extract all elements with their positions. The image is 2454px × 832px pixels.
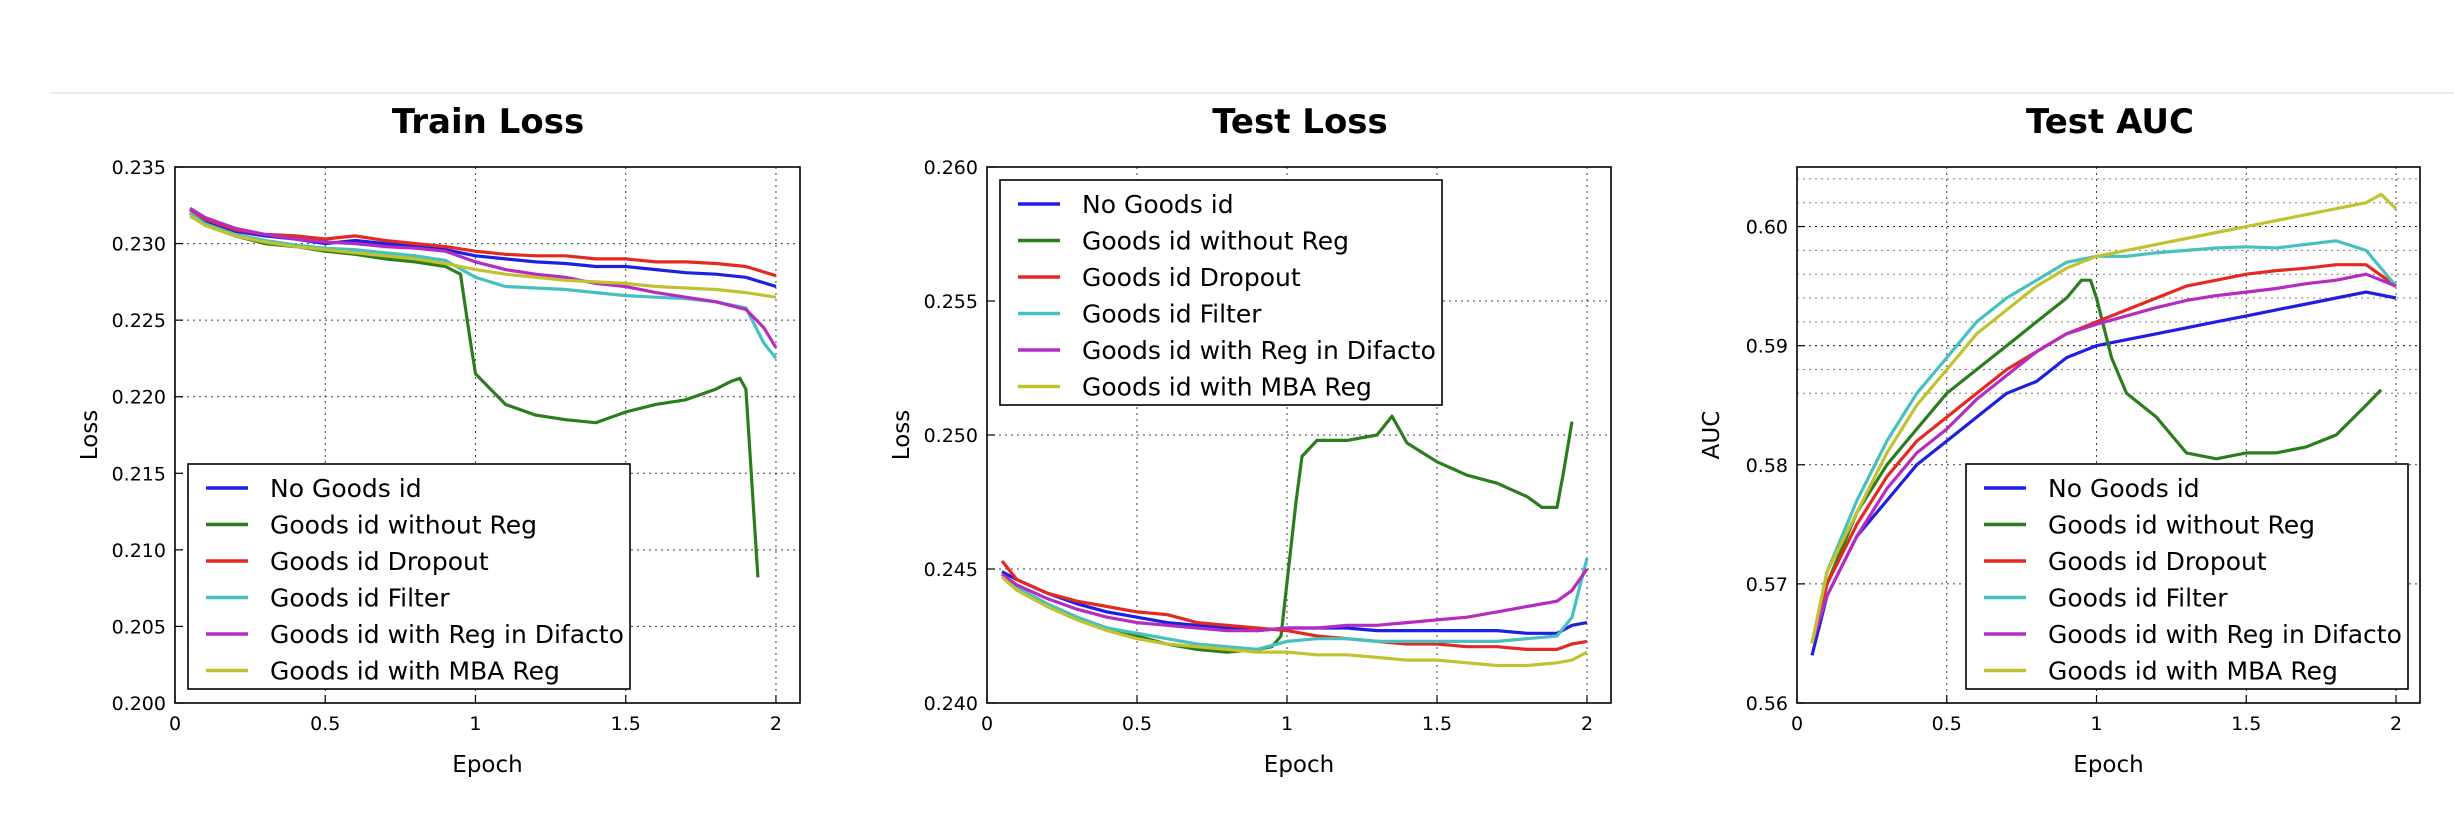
legend-entry-goods-id-dropout: Goods id Dropout <box>2048 547 2267 576</box>
y-tick-label: 0.56 <box>1746 693 1788 715</box>
y-tick-label: 0.58 <box>1746 455 1788 477</box>
series-line-no-goods-id <box>1810 290 2397 656</box>
x-tick-label: 2 <box>2390 713 2402 735</box>
series-line-goods-id-dropout <box>1810 263 2397 644</box>
legend-entry-goods-id-without-reg: Goods id without Reg <box>270 511 537 540</box>
chart-title: Test Loss <box>1212 102 1388 142</box>
series-line-no-goods-id <box>189 211 777 289</box>
legend-frame <box>999 179 1443 406</box>
x-axis-label: Epoch <box>452 752 522 778</box>
plot-frame <box>1796 166 2421 704</box>
x-tick-label: 1 <box>2090 713 2102 735</box>
y-tick-label: 0.215 <box>112 463 166 485</box>
y-tick-label: 0.225 <box>112 310 166 332</box>
legend-entry-goods-id-filter: Goods id Filter <box>2048 584 2228 613</box>
legend-entry-goods-id-without-reg: Goods id without Reg <box>2048 511 2315 540</box>
series-line-goods-id-with-mba-reg <box>1810 192 2398 644</box>
y-tick-label: 0.245 <box>924 559 978 581</box>
legend-entry-goods-id-with-mba-reg: Goods id with MBA Reg <box>1082 373 1372 402</box>
y-tick-label: 0.200 <box>112 693 166 715</box>
legend-entry-goods-id-with-mba-reg: Goods id with MBA Reg <box>270 657 560 686</box>
series-line-goods-id-without-reg <box>1810 278 2383 644</box>
chart-test-loss: Test Loss 0 0.5 1 1.5 2 0.240 0.245 0.250 0.255 0.… <box>889 102 1612 778</box>
legend: No Goods id Goods id without Reg Goods id … <box>187 463 631 690</box>
x-tick-label: 2 <box>770 713 782 735</box>
series-line-goods-id-with-reg-in-difacto <box>1810 272 2397 644</box>
legend-entry-goods-id-without-reg: Goods id without Reg <box>1082 227 1349 256</box>
legend-entry-goods-id-with-reg-in-difacto: Goods id with Reg in Difacto <box>1082 336 1436 365</box>
x-tick-label: 0.5 <box>310 713 340 735</box>
legend: No Goods id Goods id without Reg Goods id … <box>999 179 1443 406</box>
legend: No Goods id Goods id without Reg Goods id … <box>1965 463 2409 690</box>
chart-train-loss: Train Loss 0 0.5 1 1.5 2 0.200 0.205 0.210 0.215 0… <box>77 102 801 778</box>
y-tick-label: 0.57 <box>1746 574 1788 596</box>
legend-entry-goods-id-dropout: Goods id Dropout <box>1082 263 1301 292</box>
y-tick-label: 0.240 <box>924 693 978 715</box>
chart-title: Test AUC <box>2026 102 2194 142</box>
x-tick-label: 2 <box>1581 713 1593 735</box>
legend-entry-goods-id-filter: Goods id Filter <box>1082 300 1262 329</box>
legend-entry-goods-id-with-reg-in-difacto: Goods id with Reg in Difacto <box>2048 620 2402 649</box>
legend-entry-goods-id-dropout: Goods id Dropout <box>270 547 489 576</box>
x-tick-label: 1.5 <box>1422 713 1452 735</box>
x-tick-label: 1.5 <box>611 713 641 735</box>
y-tick-label: 0.250 <box>924 425 978 447</box>
legend-entry-goods-id-with-reg-in-difacto: Goods id with Reg in Difacto <box>270 620 624 649</box>
x-tick-label: 0 <box>1791 713 1803 735</box>
x-tick-label: 1 <box>1281 713 1293 735</box>
chart-test-auc: Test AUC 0 0.5 1 1.5 2 0.56 0.57 0.58 0.59 0.60 Epo… <box>1699 102 2421 778</box>
charts: Train Loss 0 0.5 1 1.5 2 0.200 0.205 0.210 0.215 0… <box>77 102 2421 778</box>
series-line-goods-id-dropout <box>1000 559 1588 652</box>
x-axis-label: Epoch <box>2073 752 2143 778</box>
y-tick-label: 0.59 <box>1746 336 1788 358</box>
legend-entry-goods-id-with-mba-reg: Goods id with MBA Reg <box>2048 657 2338 686</box>
x-tick-label: 0 <box>981 713 993 735</box>
legend-entry-goods-id-filter: Goods id Filter <box>270 584 450 613</box>
y-tick-label: 0.220 <box>112 387 166 409</box>
x-tick-label: 0 <box>169 713 181 735</box>
y-tick-label: 0.210 <box>112 540 166 562</box>
y-tick-label: 0.205 <box>112 616 166 638</box>
series-line-goods-id-with-reg-in-difacto <box>189 206 778 349</box>
y-tick-label: 0.255 <box>924 291 978 313</box>
series-line-goods-id-filter <box>1001 557 1589 652</box>
plot-frame <box>986 166 1612 704</box>
series-line-goods-id-with-reg-in-difacto <box>1001 568 1589 633</box>
x-tick-label: 0.5 <box>1932 713 1962 735</box>
legend-entry-no-goods-id: No Goods id <box>270 474 422 503</box>
chart-title: Train Loss <box>392 102 584 142</box>
x-tick-label: 1 <box>469 713 481 735</box>
x-tick-label: 1.5 <box>2231 713 2261 735</box>
legend-entry-no-goods-id: No Goods id <box>1082 190 1234 219</box>
series-line-goods-id-with-mba-reg <box>189 214 777 299</box>
y-tick-label: 0.235 <box>112 157 166 179</box>
series-line-goods-id-with-mba-reg <box>1000 575 1588 668</box>
y-tick-label: 0.230 <box>112 234 166 256</box>
y-tick-label: 0.260 <box>924 157 978 179</box>
x-axis-label: Epoch <box>1264 752 1334 778</box>
legend-entry-no-goods-id: No Goods id <box>2048 474 2200 503</box>
plot-frame <box>174 166 801 704</box>
x-tick-label: 0.5 <box>1122 713 1152 735</box>
y-axis-label: Loss <box>77 410 103 460</box>
y-axis-label: AUC <box>1699 411 1725 460</box>
legend-frame <box>1965 463 2409 690</box>
legend-frame <box>187 463 631 690</box>
y-tick-label: 0.60 <box>1746 217 1788 239</box>
y-axis-label: Loss <box>889 410 915 460</box>
